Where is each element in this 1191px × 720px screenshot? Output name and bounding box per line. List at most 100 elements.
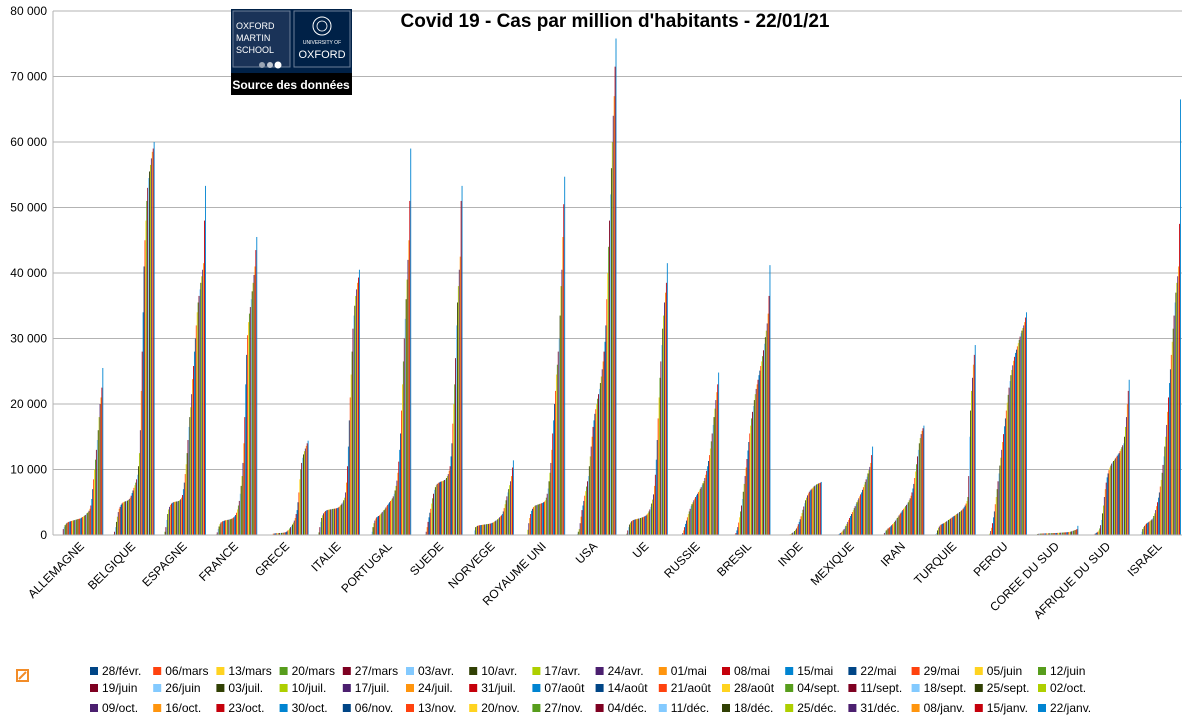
legend-swatch <box>90 684 98 692</box>
legend-swatch <box>848 684 857 692</box>
legend-label: 08/mai <box>734 664 770 678</box>
bar <box>843 529 845 535</box>
x-category-label: TURQUIE <box>911 539 959 587</box>
bar <box>908 500 910 535</box>
bar <box>102 367 104 535</box>
bar <box>694 498 696 535</box>
bar <box>960 511 961 535</box>
legend-entry: 22/mai <box>848 664 896 678</box>
legend-swatch <box>974 704 983 712</box>
legend-entry: 21/août <box>658 681 712 695</box>
bar <box>223 520 225 535</box>
bar <box>1069 531 1071 535</box>
bar <box>65 523 67 535</box>
bar <box>337 507 339 535</box>
bar <box>547 488 549 535</box>
bar <box>801 513 803 535</box>
bar <box>292 524 293 535</box>
bar <box>509 485 511 535</box>
bar <box>1014 356 1016 535</box>
bar <box>153 142 155 535</box>
legend-swatch <box>722 704 730 712</box>
bar <box>960 510 962 535</box>
spreadsheet-app-icon <box>14 667 31 684</box>
bar <box>293 520 295 535</box>
bar <box>762 356 764 535</box>
bar <box>865 479 867 535</box>
legend-label: 21/août <box>671 681 712 695</box>
bar <box>373 523 375 535</box>
bar <box>993 517 994 535</box>
bar <box>686 520 687 535</box>
bar <box>144 240 146 535</box>
bar <box>696 495 698 535</box>
bar <box>63 527 65 535</box>
legend-label: 22/janv. <box>1050 701 1091 715</box>
bar <box>1124 436 1126 535</box>
bar <box>1045 533 1047 535</box>
bar <box>997 481 999 535</box>
bar <box>1142 529 1144 535</box>
bar <box>375 518 377 536</box>
bar <box>442 480 444 535</box>
bar <box>577 531 579 535</box>
bar <box>75 519 77 535</box>
bar <box>381 512 383 535</box>
legend-swatch <box>785 684 794 692</box>
bar <box>287 530 289 535</box>
bar <box>202 269 204 535</box>
bar <box>484 524 486 535</box>
bar <box>1059 532 1061 535</box>
bar <box>1149 520 1151 535</box>
bar <box>964 505 966 535</box>
bar <box>224 520 226 535</box>
bar <box>440 481 442 535</box>
bar <box>347 466 348 535</box>
bar <box>173 501 175 535</box>
bar <box>506 496 508 535</box>
legend-swatch <box>216 667 225 675</box>
legend-entry: 11/sept. <box>848 681 902 695</box>
bar <box>631 521 632 535</box>
bar <box>507 492 509 535</box>
legend-entry: 01/mai <box>658 664 707 678</box>
y-tick-label: 60 000 <box>10 135 47 149</box>
bar <box>1164 446 1166 535</box>
bar <box>741 505 742 535</box>
bar <box>557 351 559 535</box>
bar <box>692 502 694 535</box>
bar <box>307 440 309 535</box>
bar <box>949 518 951 536</box>
bar <box>345 492 347 535</box>
bar <box>909 498 911 535</box>
bar <box>191 394 193 535</box>
bar <box>651 503 653 535</box>
bar <box>385 507 387 535</box>
bar <box>457 286 459 535</box>
bar <box>94 469 95 535</box>
bar <box>240 485 242 536</box>
bar <box>666 263 668 535</box>
bar <box>277 533 279 535</box>
bar <box>1015 349 1017 535</box>
bar <box>714 408 716 535</box>
legend-label: 12/juin <box>1050 664 1085 678</box>
legend-swatch <box>595 667 604 675</box>
bar <box>237 505 239 535</box>
bar <box>808 491 810 535</box>
legend-entry: 17/juil. <box>342 681 389 695</box>
bar <box>563 204 565 536</box>
bar <box>707 466 709 535</box>
bar <box>1103 497 1105 535</box>
bar <box>922 428 924 535</box>
bar <box>901 511 903 535</box>
bar <box>917 456 918 535</box>
bar <box>501 514 503 535</box>
bar <box>402 361 404 535</box>
bar <box>590 446 592 535</box>
bar <box>192 379 194 535</box>
bar <box>937 530 938 535</box>
bar <box>1161 472 1163 535</box>
bar <box>905 506 906 535</box>
bar <box>562 236 564 536</box>
